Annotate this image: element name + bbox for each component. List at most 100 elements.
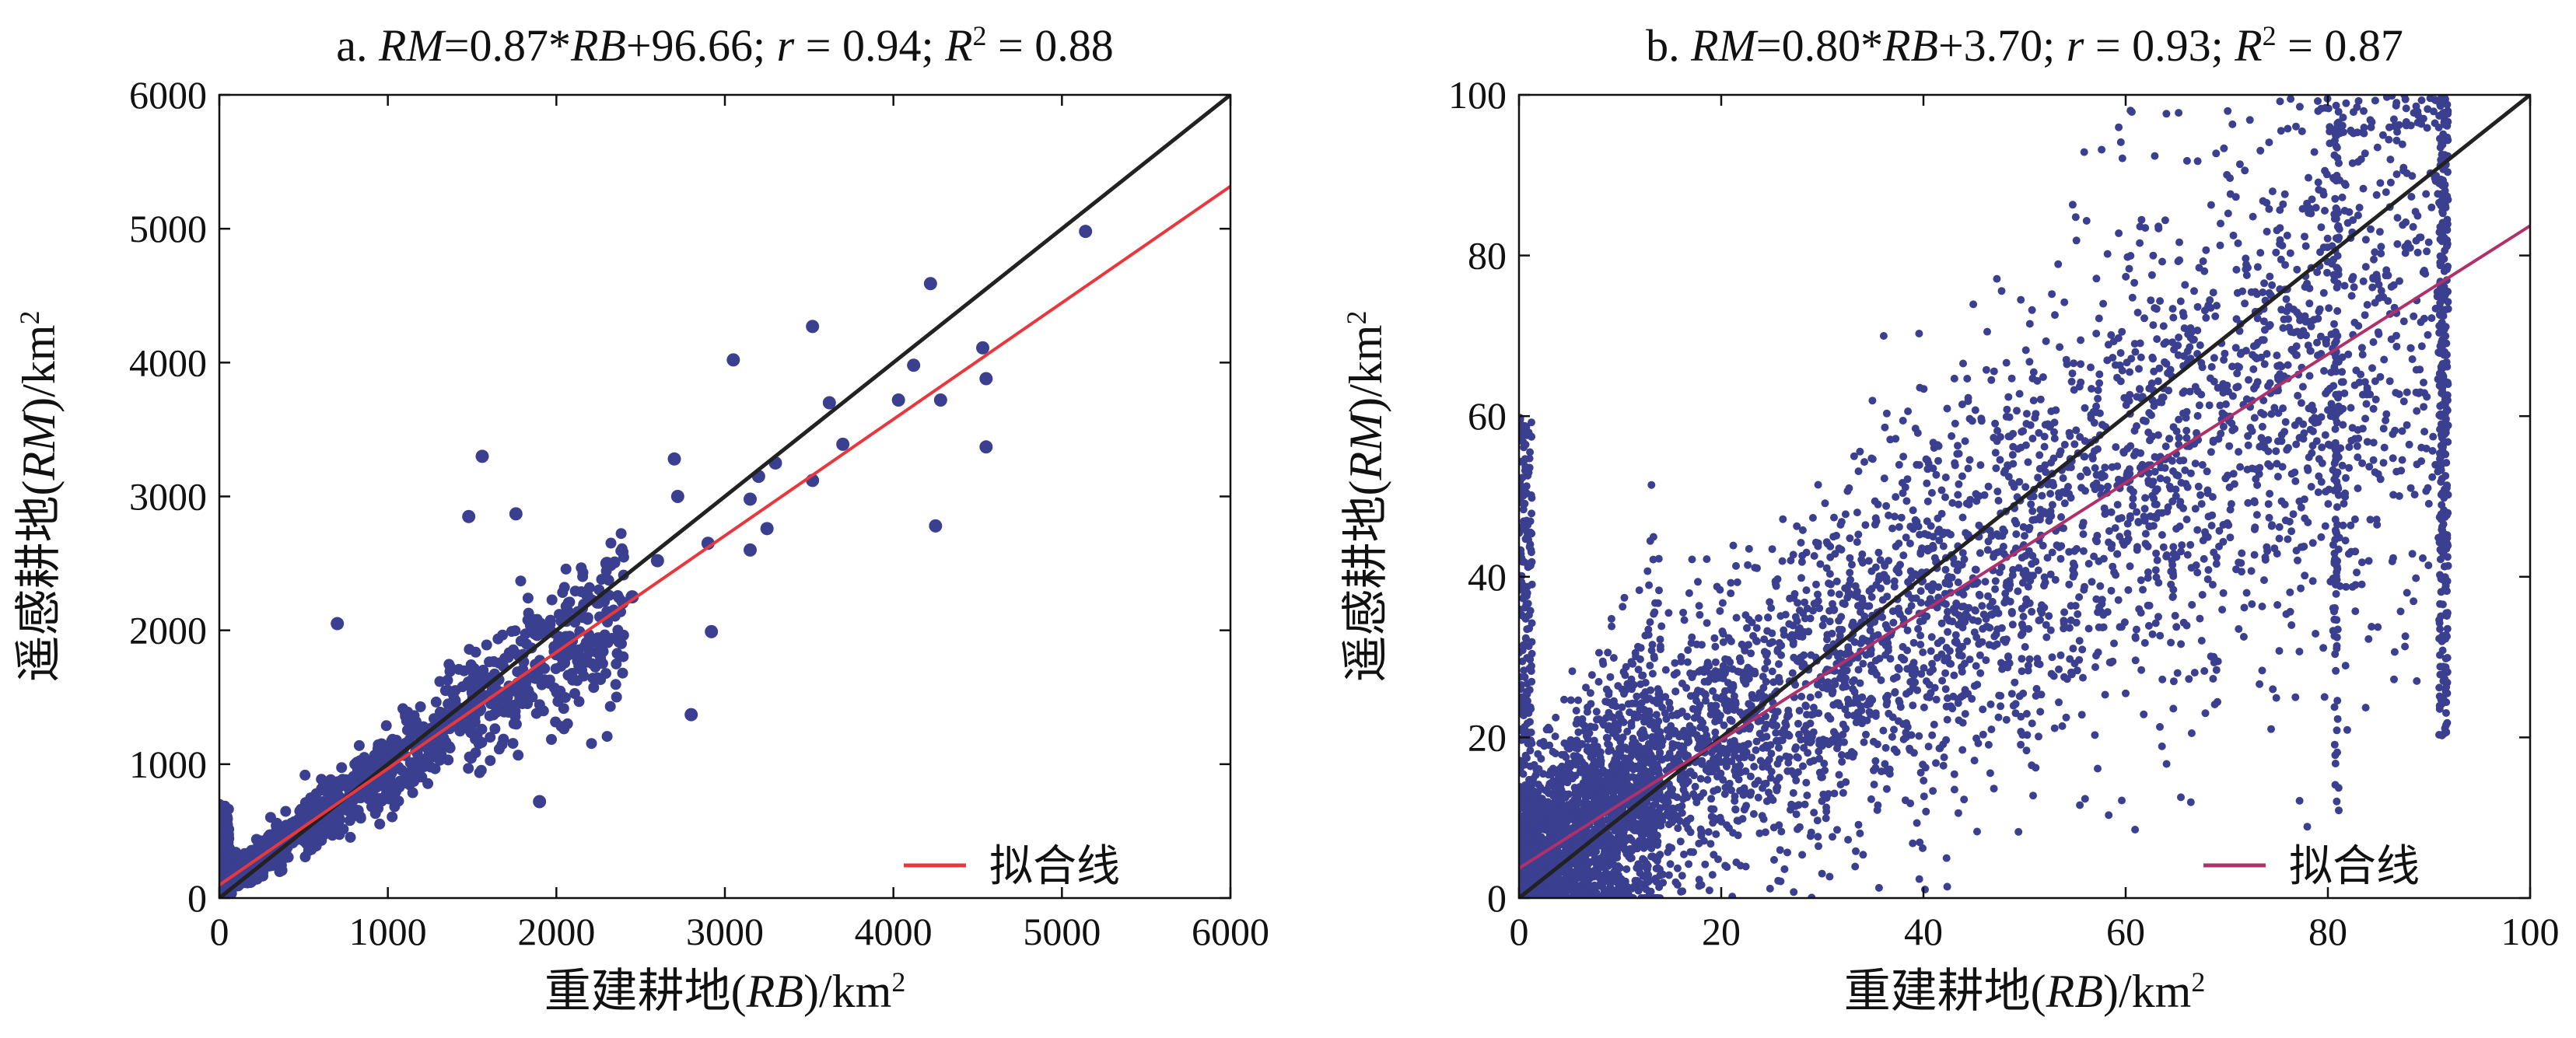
scatter-point (2259, 397, 2268, 404)
scatter-point (2059, 474, 2067, 482)
chart-title-part: RB (1882, 20, 1938, 71)
scatter-point (2401, 243, 2410, 251)
scatter-point (384, 792, 396, 803)
scatter-point (1744, 561, 1752, 569)
scatter-point (555, 689, 567, 701)
scatter-point (1760, 780, 1769, 788)
scatter-point (1793, 522, 1801, 530)
scatter-point (2308, 539, 2317, 547)
scatter-point (2076, 801, 2084, 809)
chart-title-part: r (2067, 20, 2084, 71)
scatter-point (2341, 181, 2350, 189)
scatter-point (2070, 659, 2079, 668)
scatter-point (2050, 434, 2059, 442)
scatter-point (2226, 505, 2235, 514)
scatter-point (2366, 516, 2375, 524)
scatter-point (2148, 353, 2157, 362)
scatter-point (1910, 671, 1918, 680)
scatter-point (2179, 504, 2187, 512)
scatter-point (2294, 391, 2302, 400)
scatter-point (1852, 847, 1860, 855)
scatter-point (2220, 355, 2228, 364)
scatter-point (413, 771, 425, 783)
scatter-point (442, 674, 453, 686)
scatter-point (1622, 865, 1631, 873)
scatter-point (1846, 575, 1855, 584)
scatter-point (2180, 324, 2189, 333)
scatter-point (2135, 365, 2143, 373)
scatter-point (2403, 388, 2411, 397)
scatter-point (1799, 762, 1807, 771)
scatter-point (2241, 299, 2249, 308)
scatter-point (2306, 204, 2314, 213)
scatter-point (2361, 378, 2369, 386)
scatter-point (374, 793, 386, 804)
scatter-point (2000, 550, 2008, 558)
scatter-point (1897, 513, 1906, 522)
x-axis-label: 重建耕地(RB)/km2 (544, 966, 906, 1017)
scatter-point (2237, 559, 2245, 568)
y-axis-label-part: 遥感耕地( (13, 480, 65, 682)
scatter-point (1958, 513, 1967, 522)
scatter-point (404, 776, 416, 788)
scatter-point (2354, 453, 2362, 462)
scatter-point (979, 372, 993, 386)
scatter-point (2050, 428, 2058, 436)
scatter-point (1773, 760, 1782, 768)
scatter-point (2022, 746, 2031, 755)
scatter-point (1881, 620, 1890, 629)
scatter-point (1916, 383, 1924, 392)
scatter-point (1899, 489, 1907, 498)
scatter-point (1830, 789, 1839, 798)
scatter-point (1734, 816, 1743, 825)
scatter-point (602, 637, 614, 648)
scatter-point (2196, 614, 2204, 623)
scatter-point (2193, 327, 2202, 334)
scatter-point (2040, 442, 2049, 451)
scatter-point (2314, 178, 2322, 187)
scatter-point (402, 706, 414, 718)
scatter-point (2177, 793, 2185, 802)
scatter-point (618, 651, 629, 662)
scatter-point (2144, 428, 2153, 437)
chart-title-part: R (2234, 20, 2262, 71)
scatter-point (2182, 516, 2191, 524)
scatter-point (2380, 355, 2389, 364)
scatter-point (1806, 719, 1815, 728)
scatter-point (2182, 434, 2191, 442)
scatter-point (2018, 620, 2026, 628)
scatter-point (2109, 562, 2117, 571)
scatter-point (2062, 713, 2070, 722)
scatter-point (2200, 554, 2208, 563)
scatter-point (1703, 619, 1711, 627)
scatter-point (625, 590, 639, 604)
scatter-point (1682, 820, 1690, 828)
scatter-point (577, 652, 589, 664)
chart-title-part: =0.80* (1756, 20, 1883, 71)
scatter-point (1954, 442, 1962, 450)
scatter-point (1870, 781, 1878, 788)
scatter-point (2056, 554, 2065, 563)
scatter-point (1694, 578, 1702, 586)
scatter-point (1977, 414, 1986, 423)
scatter-point (1829, 728, 1838, 736)
scatter-point (1686, 814, 1695, 823)
scatter-point (1795, 730, 1803, 739)
scatter-point (2045, 612, 2053, 620)
scatter-point (1839, 788, 1847, 797)
scatter-point (1963, 637, 1972, 645)
scatter-point (2151, 453, 2159, 461)
scatter-point (2072, 236, 2081, 245)
scatter-point (1773, 777, 1781, 785)
scatter-point (2174, 257, 2182, 266)
scatter-point (1921, 764, 1930, 772)
scatter-point (374, 818, 386, 830)
scatter-point (1856, 447, 1864, 456)
scatter-point (2035, 428, 2043, 437)
scatter-point (1890, 577, 1899, 585)
scatter-point (2056, 651, 2065, 659)
scatter-point (2137, 353, 2145, 362)
scatter-point (2423, 247, 2431, 256)
scatter-point (2375, 228, 2384, 236)
scatter-point (2243, 465, 2252, 474)
